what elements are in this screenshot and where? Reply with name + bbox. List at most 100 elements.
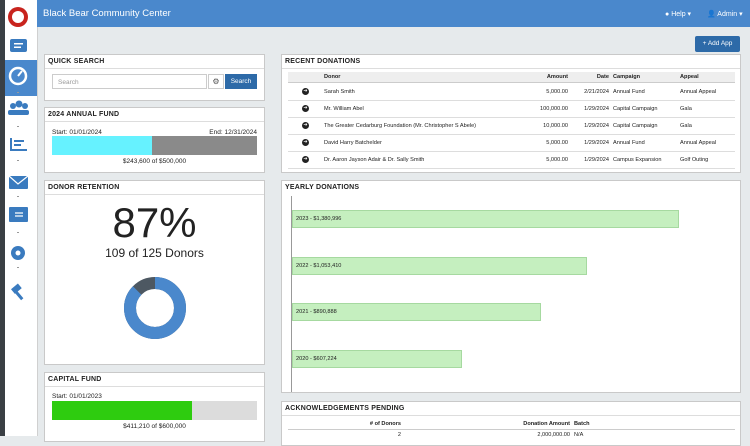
bar: [292, 210, 679, 228]
bar-label: 2020 - $607,224: [296, 355, 337, 362]
table-cell: 2: [397, 432, 401, 438]
sidebar-icons: [5, 7, 37, 301]
progress-fill: [52, 136, 152, 155]
panel-title: CAPITAL FUND: [48, 376, 102, 383]
column-header: Campaign: [613, 74, 641, 80]
column-header: Date: [596, 74, 609, 80]
table-cell: 1/29/2024: [584, 106, 609, 112]
app-title: Black Bear Community Center: [43, 8, 171, 19]
bar-label: 2023 - $1,380,996: [296, 216, 342, 222]
capital-fund-panel: CAPITAL FUND Start: 01/01/2023 $411,210 …: [44, 372, 265, 442]
nav-news[interactable]: [9, 207, 28, 222]
progress-track: [52, 401, 257, 420]
bar-plot: 2023 - $1,380,996 2022 - $1,053,410 2021 -…: [291, 196, 740, 392]
table-cell: Mr. William Abel: [324, 106, 364, 112]
table-header-row: [288, 72, 735, 83]
table-cell: Capital Campaign: [613, 123, 658, 129]
bar: [292, 256, 587, 275]
bar-label: 2022 - $1,053,410: [296, 262, 342, 269]
table-cell: 1/29/2024: [584, 140, 609, 146]
table-cell: 2,000,000.00: [537, 432, 570, 438]
table-cell: Gala: [680, 123, 692, 129]
admin-menu[interactable]: 👤 Admin ▾: [707, 11, 743, 18]
annual-fund-panel: 2024 ANNUAL FUND Start: 01/01/2024 End: …: [44, 107, 265, 173]
table-cell: 1/29/2024: [584, 123, 609, 129]
table-cell: The Greater Cedarburg Foundation (Mr. Ch…: [324, 123, 477, 129]
header: Black Bear Community Center ● Help ▾ 👤 A…: [37, 0, 750, 27]
help-menu[interactable]: ● Help ▾: [665, 11, 692, 18]
column-header: Donation Amount: [523, 421, 570, 427]
table-row: [288, 151, 735, 169]
search-button[interactable]: Search: [225, 74, 257, 89]
column-header: Appeal: [680, 74, 699, 80]
table-cell: Dr. Aaron Jayson Adair & Dr. Sally Smith: [324, 157, 425, 163]
nav-menu[interactable]: [10, 39, 27, 52]
header-rule: [288, 429, 735, 430]
end-date: End: 12/31/2024: [209, 129, 257, 136]
progress-summary: $411,210 of $600,000: [123, 423, 186, 430]
yearly-donations-panel: YEARLY DONATIONS 2023 - $1,380,996 2022 -…: [281, 180, 741, 393]
panel-title: 2024 ANNUAL FUND: [48, 111, 120, 118]
sidebar: [5, 0, 38, 436]
row-open-button[interactable]: ➜: [302, 156, 309, 163]
table-cell: Sarah Smith: [324, 89, 355, 95]
window-edge: [0, 0, 5, 436]
retention-summary: 109 of 125 Donors: [105, 246, 204, 260]
quick-search-panel: QUICK SEARCH Search ⚙ Search: [44, 54, 265, 101]
table-cell: 10,000.00: [543, 123, 568, 129]
table-cell: Gala: [680, 106, 692, 112]
admin-label[interactable]: Admin: [717, 11, 738, 18]
bar: [292, 303, 542, 321]
start-date: Start: 01/01/2024: [52, 129, 102, 136]
bar: [292, 349, 463, 368]
retention-percent: 87%: [112, 199, 197, 246]
search-input[interactable]: Search: [52, 74, 207, 89]
help-label[interactable]: Help: [671, 11, 686, 18]
panel-title: DONOR RETENTION: [48, 184, 120, 191]
donut: [124, 277, 186, 339]
column-header: Amount: [546, 74, 568, 80]
table-cell: Annual Fund: [613, 89, 645, 95]
start-date: Start: 01/01/2023: [52, 393, 102, 400]
column-header: Batch: [574, 421, 590, 427]
table-row: [288, 134, 735, 152]
panel-title: RECENT DONATIONS: [285, 58, 361, 65]
donut-fill: [124, 277, 186, 339]
nav-constituents[interactable]: [10, 103, 16, 109]
table-cell: 5,000.00: [546, 89, 568, 95]
table-cell: 5,000.00: [546, 140, 568, 146]
table-cell: 100,000.00: [540, 106, 568, 112]
row-open-button[interactable]: ➜: [302, 88, 309, 95]
column-header: Donor: [324, 74, 341, 80]
acknowledgements-table: # of Donors Donation Amount Batch 2 2,000,00…: [288, 419, 735, 445]
table-cell: 5,000.00: [546, 157, 568, 163]
row-open-button[interactable]: ➜: [302, 139, 309, 146]
table-cell: N/A: [574, 432, 584, 438]
acknowledgements-panel: ACKNOWLEDGEMENTS PENDING # of Donors Dona…: [281, 401, 741, 446]
table-row: [288, 100, 735, 118]
nav-reports[interactable]: [10, 138, 12, 151]
donor-retention-panel: DONOR RETENTION 87% 109 of 125 Donors: [44, 180, 265, 365]
table-cell: Annual Appeal: [680, 140, 717, 146]
table-cell: Annual Appeal: [680, 89, 717, 95]
row-open-button[interactable]: ➜: [302, 105, 309, 112]
table-cell: Annual Fund: [613, 140, 645, 146]
nav-tools[interactable]: [11, 283, 22, 294]
panel-title: QUICK SEARCH: [48, 58, 105, 65]
search-settings[interactable]: ⚙: [208, 74, 224, 89]
column-header: # of Donors: [369, 421, 401, 427]
table-row: [288, 83, 735, 101]
table-cell: Golf Outing: [680, 157, 709, 163]
table-cell: 2/21/2024: [584, 89, 609, 95]
row-open-button[interactable]: ➜: [302, 122, 309, 129]
table-row: [288, 117, 735, 135]
add-app-button[interactable]: + Add App: [695, 36, 740, 52]
progress-summary: $243,600 of $500,000: [122, 158, 187, 165]
recent-donations-panel: RECENT DONATIONS Donor Amount Date Campaign…: [281, 54, 741, 173]
progress-fill: [52, 401, 193, 420]
table-cell: Campus Expansion: [613, 157, 662, 163]
table-cell: Capital Campaign: [613, 106, 658, 112]
table-cell: 1/29/2024: [584, 157, 609, 163]
donations-table: Donor Amount Date Campaign Appeal ➜ Sarah Smit…: [288, 72, 735, 172]
